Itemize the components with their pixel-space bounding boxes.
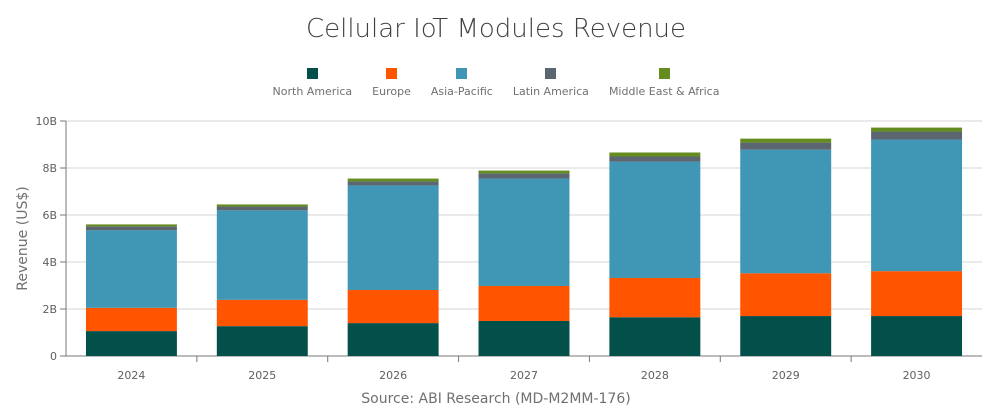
bar-segment [216,299,308,327]
bar-segment [609,317,701,356]
bar-segment [609,156,701,162]
bar-segment [871,139,963,272]
y-tick-label: 0 [50,350,57,363]
bar-segment [871,316,963,356]
bar-segment [478,170,570,174]
bar-segment [740,149,832,274]
bar-segment [85,226,177,231]
bar-segment [85,230,177,308]
x-tick-label: 2027 [510,369,538,382]
y-axis-label: Revenue (US$) [15,186,31,290]
bar-segment [85,331,177,356]
legend-item[interactable]: North America [272,68,353,98]
bar-segment [216,326,308,356]
bar-segment [347,323,439,356]
x-tick-label: 2028 [641,369,669,382]
bar-segment [478,320,570,356]
legend-item[interactable]: Latin America [513,68,589,98]
bar-segment [85,307,177,332]
legend: North America Europe Asia-Pacific Latin Ame… [0,68,992,98]
bar-segment [871,127,963,132]
legend-swatch [386,68,398,79]
bar-segment [347,289,439,324]
bar-segment [740,142,832,150]
bar-segment [347,181,439,186]
bar-segment [347,178,439,182]
legend-label: Latin America [512,85,589,98]
y-tick-label: 6B [42,209,57,222]
x-tick-label: 2024 [117,369,145,382]
legend-item[interactable]: Asia-Pacific [431,68,493,98]
bar-segment [216,210,308,300]
legend-swatch [658,68,670,79]
legend-swatch [456,68,468,79]
legend-item[interactable]: Europe [372,68,411,98]
y-tick-label: 2B [42,303,57,316]
x-tick-label: 2026 [379,369,407,382]
chart-title: Cellular IoT Modules Revenue [305,14,687,44]
bar-segment [871,271,963,317]
bar-segment [478,178,570,286]
bar-segment [740,316,832,356]
bar-segment [216,206,308,211]
bar-segment [85,224,177,227]
legend-label: North America [272,85,353,98]
bar-segment [478,285,570,321]
y-tick-label: 4B [42,256,57,269]
y-tick-label: 8B [42,162,57,175]
y-tick-label: 10B [35,115,57,128]
bar-segment [740,273,832,317]
legend-swatch [545,68,557,79]
legend-swatch [306,68,318,79]
bar-segment [609,161,701,278]
x-tick-label: 2030 [903,369,931,382]
bar-segment [347,185,439,290]
bar-segment [609,152,701,157]
chart-source: Source: ABI Research (MD-M2MM-176) [361,391,631,407]
bar-segment [740,138,832,143]
legend-label: Europe [372,85,411,98]
bar-segment [609,277,701,318]
x-tick-label: 2025 [248,369,276,382]
bar-segment [871,131,963,140]
x-tick-label: 2029 [772,369,800,382]
legend-label: Middle East & Africa [608,85,720,98]
bar-segment [478,173,570,179]
legend-item[interactable]: Middle East & Africa [608,68,720,98]
legend-label: Asia-Pacific [430,85,493,98]
bar-segment [216,204,308,207]
